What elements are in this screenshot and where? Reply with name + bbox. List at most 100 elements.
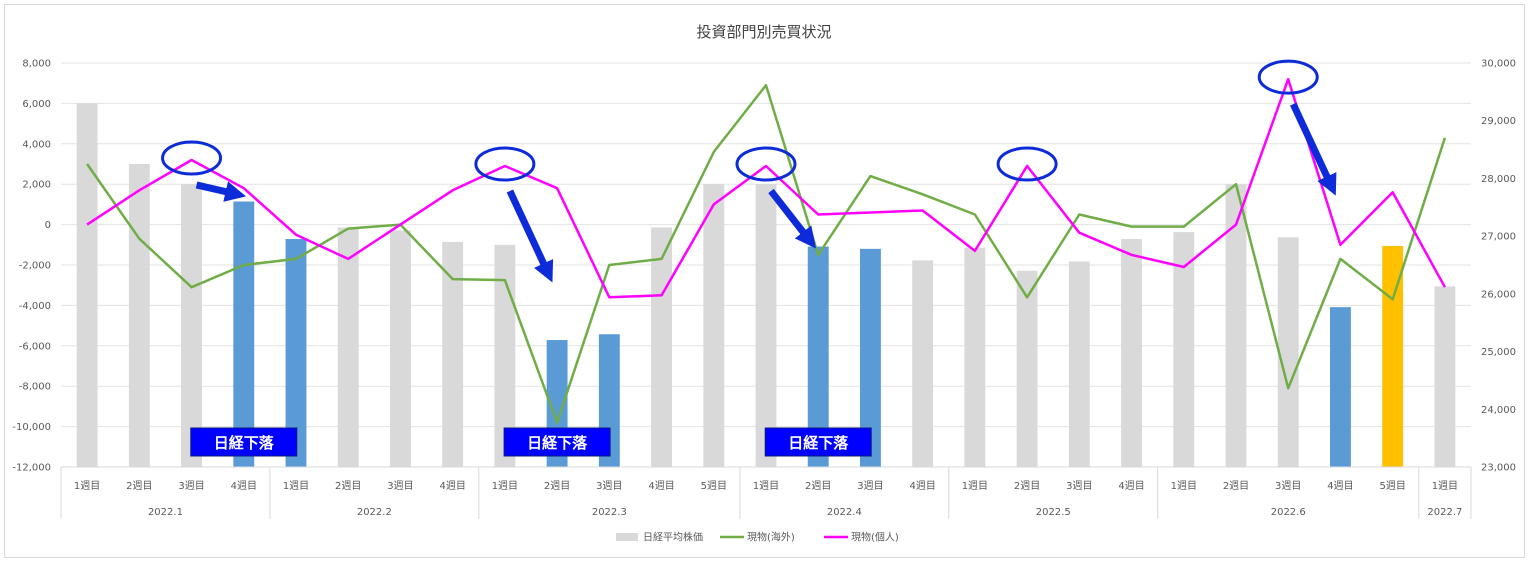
bar-nikkei [494,244,516,467]
category-label: 3週目 [1275,480,1301,492]
category-label: 4週目 [909,480,935,492]
category-label: 2週目 [1014,480,1040,492]
category-label: 1週目 [492,480,518,492]
category-label: 4週目 [1327,480,1353,492]
legend-label: 現物(個人) [851,531,899,544]
group-label: 2022.7 [1427,507,1462,518]
category-label: 2週目 [1223,480,1249,492]
group-label: 2022.2 [357,507,392,518]
line-individual [86,77,1446,299]
bar-nikkei [860,248,881,467]
category-label: 4週目 [648,480,674,492]
bar-nikkei [703,184,725,467]
bar-nikkei [1121,239,1142,467]
bar-nikkei [337,227,359,467]
bar-nikkei [1330,307,1351,467]
axes: 8,000 6,000 4,000 2,000 0 -2,000 -4,000 -6,000 -… [12,59,1516,519]
legend-swatch-bar [616,533,638,541]
left-axis-tick-label: 0 [45,220,51,231]
bar-nikkei [1277,237,1299,467]
left-axis-tick-label: 6,000 [22,99,51,110]
right-axis-tick-label: 23,000 [1481,463,1516,474]
callout-text: 日経下落 [214,434,275,452]
group-label: 2022.1 [148,507,183,518]
category-label: 1週目 [74,480,100,492]
category-label: 2週目 [126,480,152,492]
category-label: 3週目 [178,480,204,492]
left-axis-tick-label: 8,000 [22,59,51,70]
left-axis-tick-label: -6,000 [19,341,51,352]
bar-nikkei [76,103,98,468]
bar-nikkei [442,241,464,467]
group-label: 2022.3 [592,507,627,518]
highlight-circle [1257,59,1319,95]
legend-label: 日経平均株価 [643,531,703,544]
line-overseas [86,83,1447,424]
right-axis-tick-label: 24,000 [1481,405,1516,416]
arrow-down [1290,102,1337,196]
bar-nikkei [233,201,255,467]
category-label: 1週目 [1171,480,1197,492]
bar-nikkei [651,227,672,467]
right-axis-tick-label: 28,000 [1481,174,1516,185]
bar-series [76,103,1456,468]
left-axis-tick-label: -10,000 [12,422,51,433]
category-label: 2週目 [805,480,831,492]
callout-text: 日経下落 [527,434,588,452]
group-label: 2022.5 [1036,507,1071,518]
legend-label: 現物(海外) [747,531,795,544]
bar-nikkei [755,184,777,467]
bar-nikkei [807,246,829,467]
category-label: 2週目 [544,480,570,492]
bar-nikkei [912,260,934,467]
category-label: 1週目 [753,480,779,492]
right-axis-tick-label: 26,000 [1481,289,1516,300]
left-axis-tick-label: -2,000 [19,261,51,272]
highlight-circle [161,140,223,176]
category-label: 1週目 [962,480,988,492]
category-label: 3週目 [387,480,413,492]
category-label: 1週目 [283,480,309,492]
chart-title: 投資部門別売買状況 [696,23,831,41]
left-axis-tick-label: 2,000 [22,180,51,191]
right-axis-tick-label: 30,000 [1481,59,1516,70]
bar-nikkei [964,247,986,467]
category-label: 3週目 [1066,480,1092,492]
category-label: 4週目 [231,480,257,492]
right-axis-tick-label: 27,000 [1481,232,1516,243]
category-label: 1週目 [1432,480,1458,492]
arrow-down [195,181,247,202]
bar-nikkei [181,184,202,467]
legend: 日経平均株価 現物(海外) 現物(個人) [616,531,899,544]
left-axis-tick-label: -4,000 [19,301,51,312]
right-axis-tick-label: 25,000 [1481,347,1516,358]
category-label: 3週目 [857,480,883,492]
bar-nikkei [128,164,150,467]
bar-nikkei [285,239,307,467]
left-axis-tick-label: -8,000 [19,382,51,393]
right-axis-tick-label: 29,000 [1481,116,1516,127]
bar-nikkei [390,230,411,467]
left-axis-tick-label: -12,000 [12,463,51,474]
callout-text: 日経下落 [788,434,849,452]
bar-nikkei [1173,232,1195,467]
category-label: 5週目 [701,480,727,492]
category-label: 4週目 [439,480,465,492]
category-label: 2週目 [335,480,361,492]
highlight-circle [474,146,536,182]
bar-nikkei [1434,286,1456,467]
group-label: 2022.6 [1271,507,1306,518]
line-series [86,77,1447,424]
callout-box [503,427,611,457]
arrow-down [506,189,554,283]
annotations: 日経下落 日経下落 日経下落 [161,59,1337,457]
highlight-circle [735,146,797,182]
category-label: 5週目 [1379,480,1405,492]
category-label: 3週目 [596,480,622,492]
arrow-down [768,188,816,249]
bar-nikkei [1068,261,1090,467]
highlight-circle [996,146,1058,182]
callout-box [764,427,872,457]
bar-nikkei [1225,184,1247,467]
